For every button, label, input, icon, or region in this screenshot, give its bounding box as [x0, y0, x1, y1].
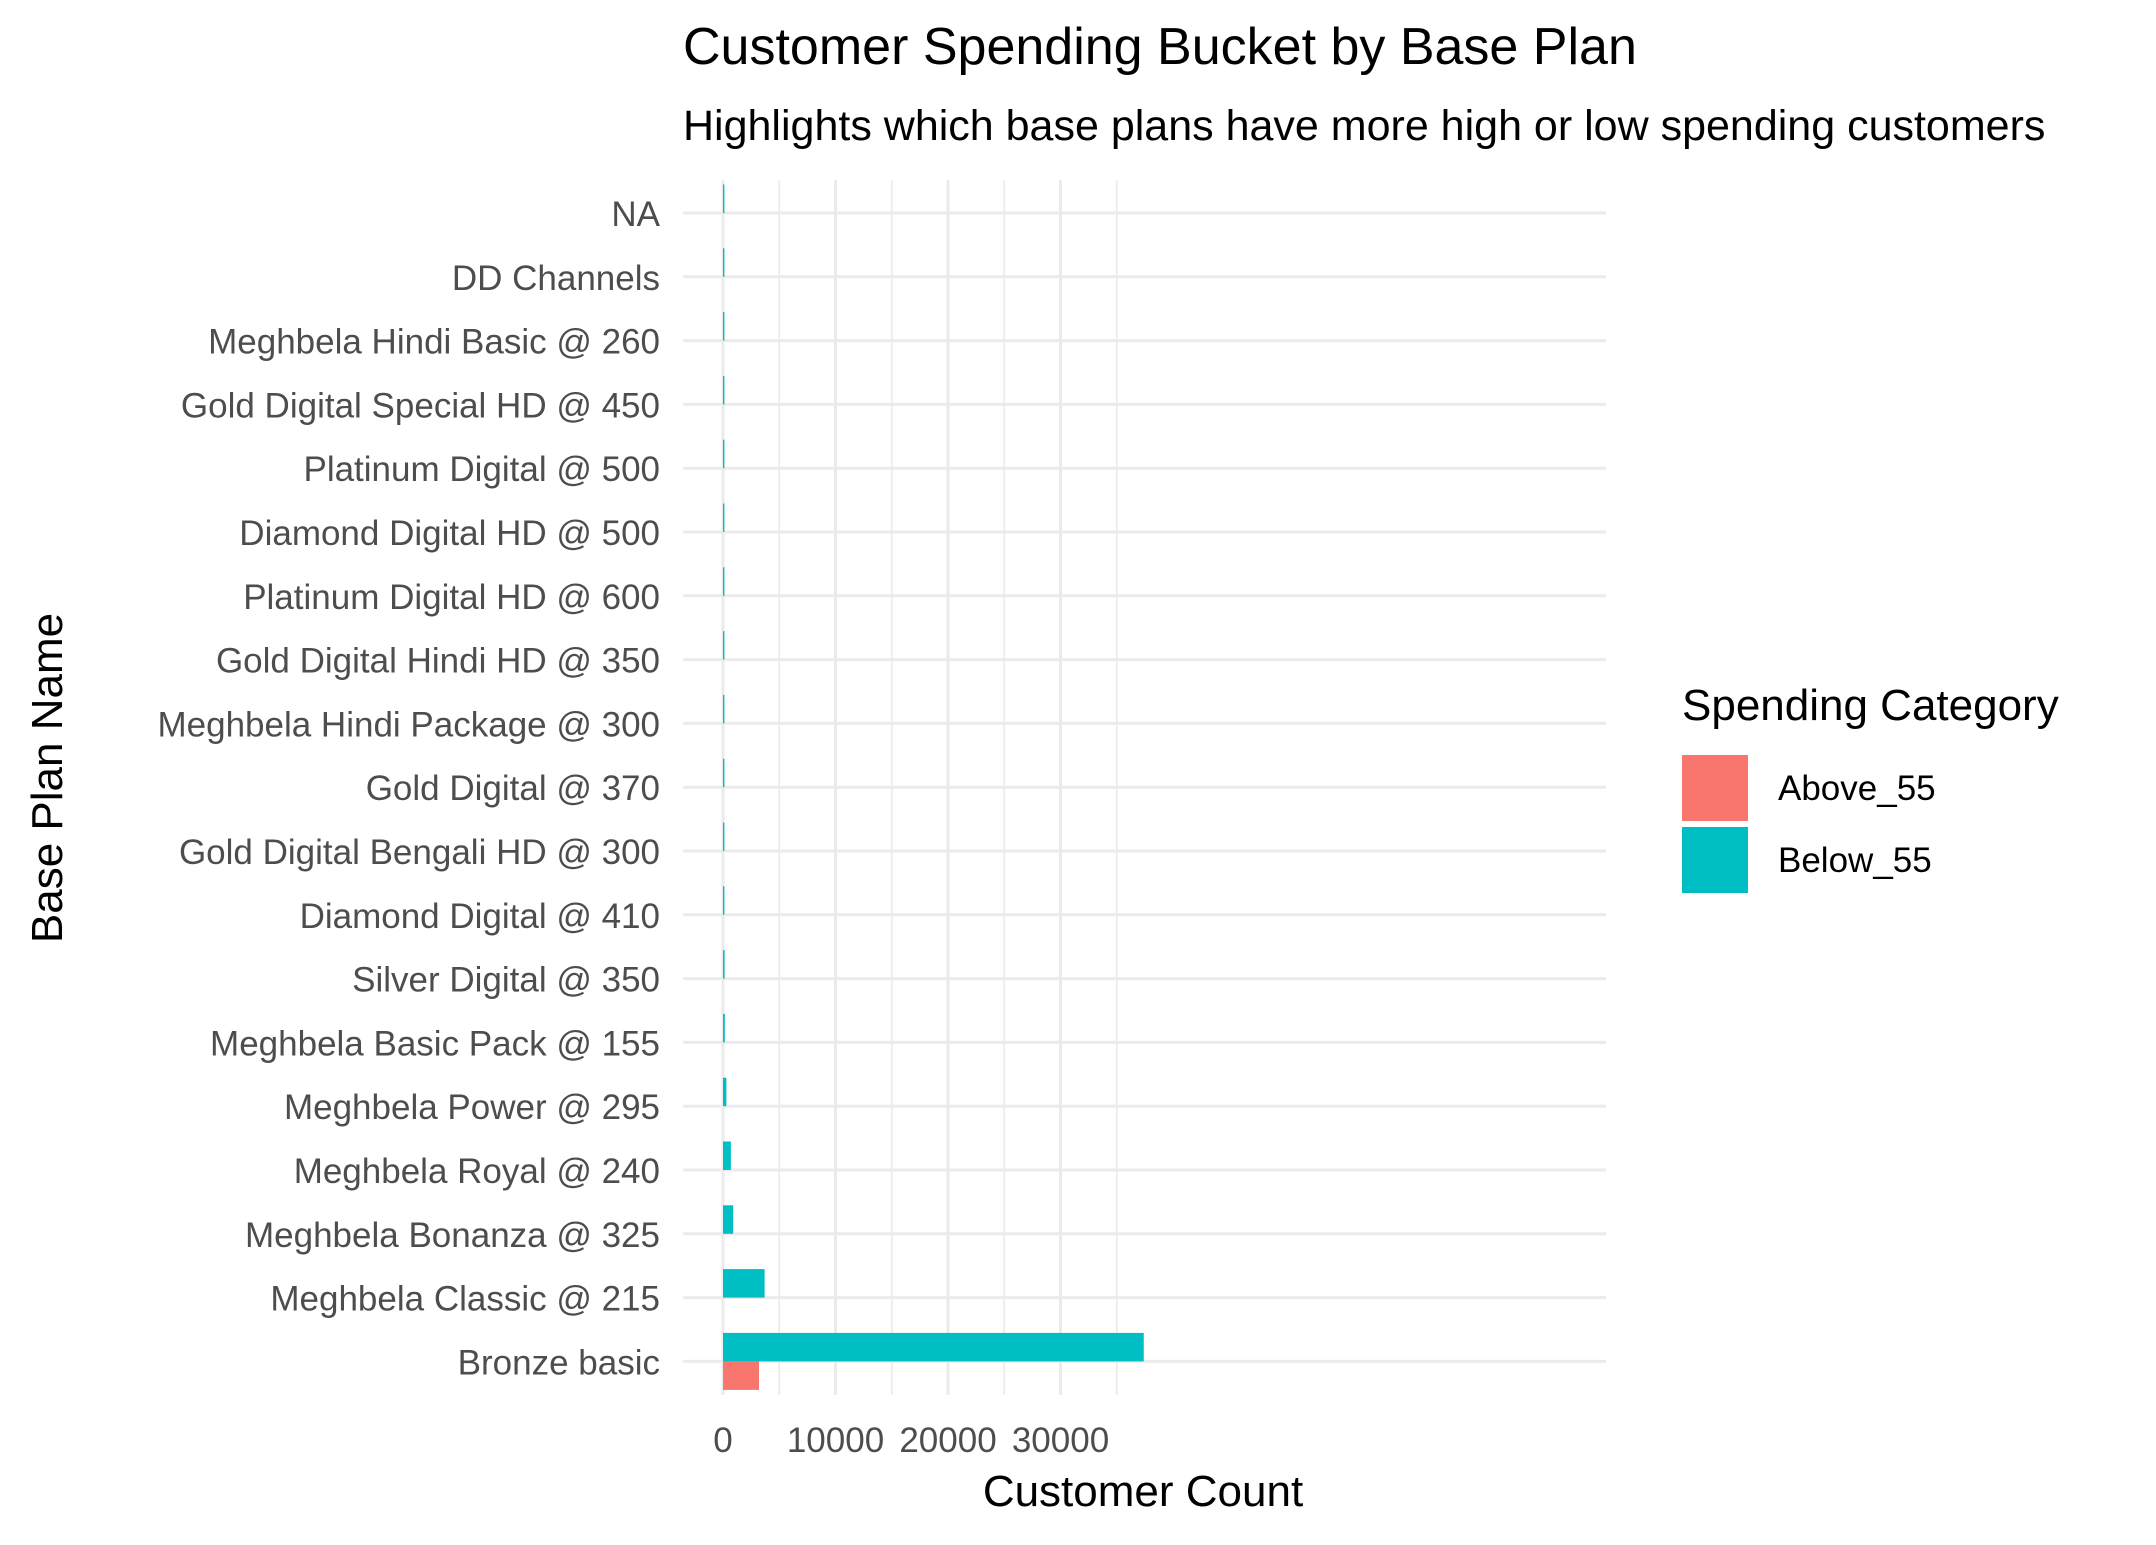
- y-tick-label: Gold Digital Special HD @ 450: [181, 386, 660, 425]
- y-tick-label: Meghbela Power @ 295: [284, 1088, 660, 1127]
- y-tick-label: Bronze basic: [458, 1343, 660, 1382]
- y-tick-label: Gold Digital Hindi HD @ 350: [216, 642, 660, 681]
- x-tick-label: 10000: [787, 1421, 884, 1460]
- bar-below-55: Diamond Digital @ 410 — Below_55: 120: [723, 886, 725, 915]
- y-tick-label: Gold Digital @ 370: [366, 769, 660, 808]
- bar-above-55: Bronze basic — Above_55: 3200: [723, 1361, 759, 1390]
- y-tick-label: Meghbela Bonanza @ 325: [245, 1216, 660, 1255]
- legend-label: Below_55: [1778, 841, 1932, 880]
- bar-below-55: Meghbela Classic @ 215 — Below_55: 3700: [723, 1269, 765, 1298]
- x-tick-labels: 0 10000 20000 30000: [713, 1421, 1109, 1460]
- x-tick-label: 0: [713, 1421, 732, 1460]
- bar-below-55: DD Channels — Below_55: 5: [723, 248, 725, 277]
- y-tick-label: Meghbela Classic @ 215: [270, 1280, 660, 1319]
- bar-below-55: Meghbela Bonanza @ 325 — Below_55: 900: [723, 1205, 734, 1234]
- legend: Spending Category Above_55 Below_55: [1682, 681, 2059, 893]
- bar-below-55: Silver Digital @ 350 — Below_55: 140: [723, 950, 725, 979]
- bar-below-55: Meghbela Hindi Package @ 300 — Below_55:…: [723, 694, 725, 724]
- bar-below-55: Bronze basic — Below_55: 37400: [723, 1332, 1144, 1362]
- y-tick-label: Meghbela Royal @ 240: [294, 1152, 660, 1191]
- chart-subtitle: Highlights which base plans have more hi…: [683, 102, 2045, 150]
- legend-items: Above_55 Below_55: [1682, 755, 1936, 893]
- y-tick-label: NA: [611, 195, 660, 234]
- y-axis-title: Base Plan Name: [23, 613, 72, 943]
- bar-below-55: Gold Digital @ 370 — Below_55: 90: [723, 758, 725, 788]
- bar-below-55: Meghbela Power @ 295 — Below_55: 300: [723, 1077, 727, 1107]
- bar-below-55: Diamond Digital HD @ 500 — Below_55: 70: [723, 503, 725, 532]
- y-tick-label: Platinum Digital HD @ 600: [243, 578, 660, 617]
- y-tick-label: Silver Digital @ 350: [352, 961, 660, 1000]
- legend-title: Spending Category: [1682, 681, 2059, 730]
- y-tick-label: Meghbela Hindi Basic @ 260: [208, 323, 660, 362]
- y-tick-label: Diamond Digital HD @ 500: [239, 514, 660, 553]
- bar-below-55: Gold Digital Special HD @ 450 — Below_55…: [723, 375, 725, 405]
- y-tick-label: Meghbela Hindi Package @ 300: [157, 705, 660, 744]
- bar-below-55: Meghbela Basic Pack @ 155 — Below_55: 16…: [723, 1013, 725, 1043]
- bar-below-55: Meghbela Hindi Basic @ 260 — Below_55: 5: [723, 312, 725, 341]
- bar-below-55: Gold Digital Bengali HD @ 300 — Below_55…: [723, 822, 725, 851]
- legend-swatch: [1682, 755, 1748, 821]
- y-tick-label: Gold Digital Bengali HD @ 300: [179, 833, 660, 872]
- bar-below-55: Meghbela Royal @ 240 — Below_55: 700: [723, 1141, 731, 1170]
- x-axis-title: Customer Count: [983, 1467, 1303, 1516]
- y-tick-label: DD Channels: [452, 259, 660, 298]
- bar-below-55: NA — Below_55: 5: [723, 184, 725, 213]
- x-tick-label: 30000: [1012, 1421, 1109, 1460]
- y-tick-label: Diamond Digital @ 410: [300, 897, 660, 936]
- bar-below-55: Gold Digital Hindi HD @ 350 — Below_55: …: [723, 631, 725, 660]
- bar-below-55: Platinum Digital @ 500 — Below_55: 10: [723, 439, 725, 469]
- y-tick-label: Meghbela Basic Pack @ 155: [210, 1024, 660, 1063]
- legend-item: Below_55: [1682, 827, 1932, 893]
- x-tick-label: 20000: [899, 1421, 996, 1460]
- legend-swatch: [1682, 827, 1748, 893]
- y-tick-labels: Bronze basic Meghbela Classic @ 215 Meghbe…: [157, 195, 660, 1382]
- bar-below-55: Platinum Digital HD @ 600 — Below_55: 80: [723, 567, 725, 596]
- y-tick-label: Platinum Digital @ 500: [303, 450, 660, 489]
- chart-title: Customer Spending Bucket by Base Plan: [683, 18, 1637, 76]
- bar-layer: Bronze basic — Above_55: 3200Bronze basi…: [723, 184, 1144, 1390]
- legend-item: Above_55: [1682, 755, 1936, 821]
- legend-label: Above_55: [1778, 769, 1936, 808]
